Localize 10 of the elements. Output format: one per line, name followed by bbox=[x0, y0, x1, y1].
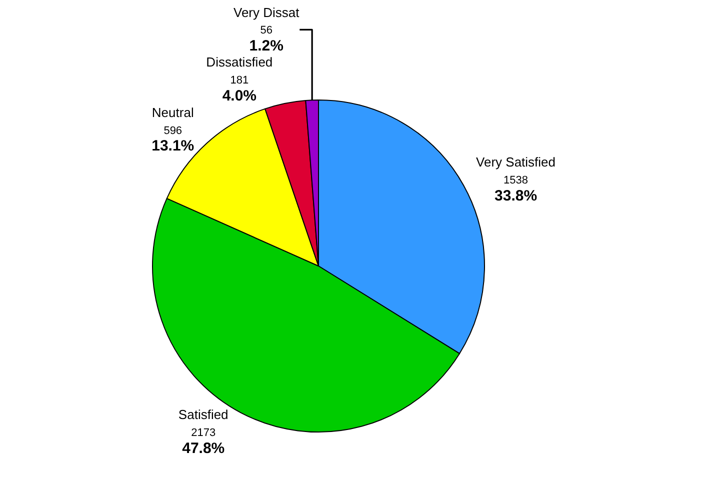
slice-label: Neutral bbox=[152, 104, 194, 120]
data-label: 181 4.0% bbox=[222, 74, 257, 104]
data-label: 596 13.1% bbox=[152, 124, 194, 155]
slice-label: Satisfied bbox=[178, 407, 228, 422]
slice-label: Dissatisfied bbox=[206, 54, 273, 70]
slice-label: Very Dissat bbox=[233, 4, 300, 20]
data-label: 56 1.2% bbox=[249, 24, 284, 55]
data-label: 2173 47.8% bbox=[182, 427, 225, 458]
slice-label: Very Satisfied bbox=[476, 154, 556, 170]
data-label: 1538 33.8% bbox=[494, 174, 538, 204]
